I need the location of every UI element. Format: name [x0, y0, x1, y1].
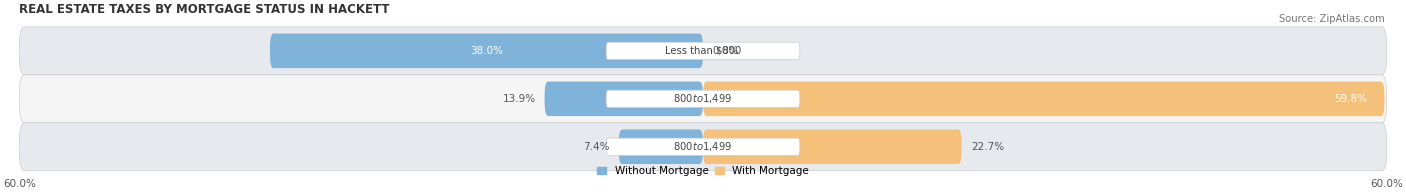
- FancyBboxPatch shape: [703, 82, 1385, 116]
- Text: Source: ZipAtlas.com: Source: ZipAtlas.com: [1279, 14, 1385, 24]
- FancyBboxPatch shape: [703, 130, 962, 164]
- FancyBboxPatch shape: [606, 90, 800, 107]
- FancyBboxPatch shape: [544, 82, 703, 116]
- Text: $800 to $1,499: $800 to $1,499: [673, 140, 733, 153]
- Text: 22.7%: 22.7%: [970, 142, 1004, 152]
- FancyBboxPatch shape: [20, 123, 1386, 171]
- FancyBboxPatch shape: [20, 27, 1386, 75]
- FancyBboxPatch shape: [270, 34, 703, 68]
- Legend: Without Mortgage, With Mortgage: Without Mortgage, With Mortgage: [598, 166, 808, 176]
- Text: 38.0%: 38.0%: [470, 46, 503, 56]
- Text: $800 to $1,499: $800 to $1,499: [673, 92, 733, 105]
- FancyBboxPatch shape: [606, 138, 800, 155]
- Text: REAL ESTATE TAXES BY MORTGAGE STATUS IN HACKETT: REAL ESTATE TAXES BY MORTGAGE STATUS IN …: [20, 3, 389, 16]
- Text: 0.0%: 0.0%: [711, 46, 738, 56]
- FancyBboxPatch shape: [20, 75, 1386, 123]
- Text: 59.8%: 59.8%: [1334, 94, 1368, 104]
- Text: 13.9%: 13.9%: [502, 94, 536, 104]
- FancyBboxPatch shape: [619, 130, 703, 164]
- Text: Less than $800: Less than $800: [665, 46, 741, 56]
- FancyBboxPatch shape: [606, 42, 800, 59]
- Text: 7.4%: 7.4%: [583, 142, 610, 152]
